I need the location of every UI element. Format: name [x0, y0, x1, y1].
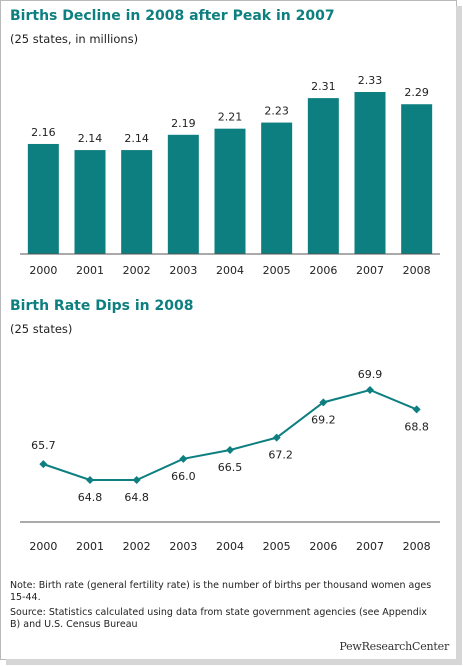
- bar: [27, 143, 59, 254]
- bar-value-label: 2.16: [31, 126, 56, 139]
- x-tick-label: 2008: [403, 264, 431, 277]
- bar-value-label: 2.29: [404, 86, 429, 99]
- point-value-label: 67.2: [268, 449, 293, 462]
- bar-value-label: 2.19: [171, 117, 196, 130]
- bar: [401, 104, 433, 255]
- data-point: [412, 405, 421, 414]
- bar: [261, 122, 293, 254]
- data-point: [226, 446, 234, 454]
- point-value-label: 66.0: [171, 470, 196, 483]
- bar-value-label: 2.21: [218, 111, 243, 124]
- x-tick-label: 2004: [216, 540, 244, 553]
- bar-value-label: 2.33: [358, 74, 383, 87]
- bar-value-label: 2.14: [124, 132, 149, 145]
- x-tick-label: 2005: [263, 540, 291, 553]
- x-tick-label: 2000: [29, 540, 57, 553]
- line-chart-subtitle: (25 states): [10, 322, 73, 336]
- x-tick-label: 2000: [29, 264, 57, 277]
- data-point: [319, 398, 328, 407]
- bar: [307, 98, 339, 254]
- line-chart: 65.7 2000 64.8 2001 64.8 2002 66.0 2003 66.5 2004…: [20, 368, 440, 553]
- bar: [214, 128, 246, 254]
- x-tick-label: 2003: [169, 264, 197, 277]
- point-value-label: 64.8: [124, 491, 149, 504]
- bar: [121, 150, 153, 254]
- x-tick-label: 2003: [169, 540, 197, 553]
- x-tick-label: 2006: [309, 540, 337, 553]
- point-value-label: 69.2: [311, 413, 336, 426]
- bar-chart-title: Births Decline in 2008 after Peak in 200…: [10, 8, 335, 24]
- bar-value-label: 2.14: [78, 132, 103, 145]
- point-value-label: 68.8: [404, 420, 429, 433]
- pew-logo: PewResearchCenter: [339, 640, 449, 653]
- bar-chart: 2.16 2000 2.14 2001 2.14 2002 2.19 2003 2.21 2004…: [20, 74, 440, 277]
- data-point: [272, 433, 281, 442]
- frame-shadow: [456, 6, 462, 660]
- x-tick-label: 2001: [76, 540, 104, 553]
- bar: [354, 92, 386, 254]
- data-point: [132, 476, 141, 484]
- x-tick-label: 2005: [263, 264, 291, 277]
- line-chart-title: Birth Rate Dips in 2008: [10, 298, 194, 314]
- x-tick-label: 2007: [356, 540, 384, 553]
- x-tick-label: 2004: [216, 264, 244, 277]
- x-tick-label: 2002: [123, 540, 151, 553]
- bar: [74, 150, 106, 254]
- bar-chart-subtitle: (25 states, in millions): [10, 32, 139, 46]
- data-point: [179, 454, 188, 463]
- point-value-label: 66.5: [218, 461, 243, 474]
- note-text: Note: Birth rate (general fertility rate…: [10, 580, 432, 603]
- bar-value-label: 2.31: [311, 80, 336, 93]
- x-tick-label: 2002: [123, 264, 151, 277]
- x-tick-label: 2007: [356, 264, 384, 277]
- bar: [167, 134, 199, 254]
- x-tick-label: 2006: [309, 264, 337, 277]
- data-point: [366, 386, 374, 394]
- point-value-label: 65.7: [31, 439, 56, 452]
- frame-shadow: [6, 659, 462, 665]
- data-point: [86, 476, 94, 484]
- x-tick-label: 2008: [403, 540, 431, 553]
- x-tick-label: 2001: [76, 264, 104, 277]
- data-point: [39, 460, 48, 469]
- source-text: Source: Statistics calculated using data…: [10, 607, 428, 630]
- bar-value-label: 2.23: [264, 105, 289, 118]
- point-value-label: 64.8: [78, 491, 103, 504]
- point-value-label: 69.9: [358, 368, 383, 381]
